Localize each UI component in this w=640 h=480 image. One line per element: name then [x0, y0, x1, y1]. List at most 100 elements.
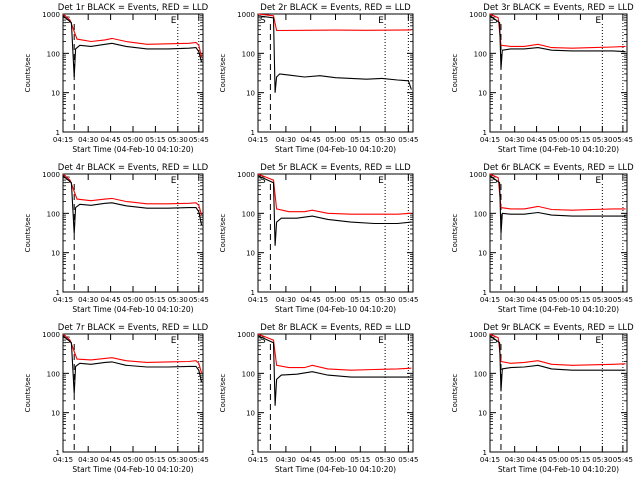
- detector-panel-3: Det 3r BLACK = Events, RED = LLD 1 10 100 10…: [451, 3, 634, 154]
- series-line-events: [257, 335, 412, 406]
- series-line-events: [489, 335, 626, 392]
- panel-title: Det 2r BLACK = Events, RED = LLD: [260, 3, 411, 13]
- start-marker: S: [260, 16, 266, 26]
- x-tick-label: 05:30: [592, 136, 612, 144]
- x-tick-label: 05:15: [350, 456, 370, 464]
- x-tick-label: 05:30: [168, 136, 188, 144]
- x-tick-label: 04:15: [480, 136, 500, 144]
- series-line-events: [62, 335, 203, 394]
- end-marker: E: [595, 176, 601, 186]
- y-tick-label: 1: [483, 129, 487, 137]
- x-tick-label: 05:15: [350, 296, 370, 304]
- detector-panel-7: Det 7r BLACK = Events, RED = LLD 1 10 100 10…: [24, 323, 209, 474]
- x-tick-label: 05:15: [145, 136, 165, 144]
- x-tick-label: 05:00: [123, 296, 143, 304]
- y-tick-label: 1000: [42, 171, 60, 179]
- x-tick-label: 05:00: [548, 296, 568, 304]
- y-tick-label: 100: [474, 50, 487, 58]
- series-line-events: [257, 175, 412, 246]
- panel-title: Det 5r BLACK = Events, RED = LLD: [260, 163, 411, 173]
- x-tick-label: 05:45: [613, 456, 633, 464]
- series-line-events: [489, 175, 626, 234]
- x-tick-label: 04:45: [101, 296, 121, 304]
- end-marker: E: [171, 336, 177, 346]
- x-tick-label: 04:30: [276, 136, 296, 144]
- y-tick-label: 1: [483, 289, 487, 297]
- start-marker: S: [260, 336, 266, 346]
- x-axis-label: Start Time (04-Feb-10 04:10:20): [275, 305, 396, 314]
- x-tick-label: 05:00: [325, 136, 345, 144]
- start-marker: S: [65, 336, 71, 346]
- series-line-events: [62, 175, 203, 234]
- x-tick-label: 04:45: [526, 456, 546, 464]
- x-tick-label: 04:30: [505, 456, 525, 464]
- x-tick-label: 04:30: [78, 136, 98, 144]
- x-tick-label: 05:30: [168, 296, 188, 304]
- plot-frame: [62, 13, 204, 133]
- end-marker: E: [595, 16, 601, 26]
- y-tick-label: 1000: [237, 331, 255, 339]
- y-tick-label: 1: [483, 449, 487, 457]
- series-line-lld: [62, 13, 203, 58]
- x-tick-label: 05:45: [189, 456, 209, 464]
- y-axis-label: Counts/sec: [451, 214, 459, 253]
- y-tick-label: 10: [478, 90, 487, 98]
- x-tick-label: 05:15: [570, 456, 590, 464]
- x-tick-label: 04:45: [101, 136, 121, 144]
- plot-frame: [257, 173, 414, 293]
- panel-title: Det 9r BLACK = Events, RED = LLD: [483, 323, 634, 333]
- x-tick-label: 05:45: [189, 136, 209, 144]
- end-marker: E: [378, 336, 384, 346]
- y-tick-label: 100: [47, 370, 60, 378]
- x-tick-label: 04:15: [480, 456, 500, 464]
- x-tick-label: 05:15: [145, 296, 165, 304]
- end-marker: E: [171, 176, 177, 186]
- y-tick-label: 1000: [42, 11, 60, 19]
- series-line-events: [489, 15, 626, 70]
- series-line-events: [257, 15, 412, 93]
- plot-frame: [489, 13, 628, 133]
- x-tick-label: 05:15: [570, 296, 590, 304]
- x-tick-label: 04:45: [301, 296, 321, 304]
- x-tick-label: 05:15: [145, 456, 165, 464]
- x-tick-label: 04:45: [301, 136, 321, 144]
- x-tick-label: 04:15: [480, 296, 500, 304]
- x-tick-label: 05:00: [123, 456, 143, 464]
- x-axis-label: Start Time (04-Feb-10 04:10:20): [498, 145, 619, 154]
- y-tick-label: 10: [51, 90, 60, 98]
- y-tick-label: 1: [251, 449, 255, 457]
- x-axis-label: Start Time (04-Feb-10 04:10:20): [275, 465, 396, 474]
- x-tick-label: 05:00: [325, 456, 345, 464]
- x-tick-label: 05:00: [325, 296, 345, 304]
- end-marker: E: [171, 16, 177, 26]
- y-tick-label: 1000: [469, 331, 487, 339]
- x-tick-label: 04:45: [526, 296, 546, 304]
- x-tick-label: 04:30: [276, 456, 296, 464]
- x-tick-label: 05:30: [592, 456, 612, 464]
- y-tick-label: 1: [251, 289, 255, 297]
- y-tick-label: 10: [51, 410, 60, 418]
- series-line-events: [62, 15, 203, 78]
- series-line-lld: [489, 173, 626, 211]
- x-tick-label: 05:45: [613, 296, 633, 304]
- plot-frame: [489, 333, 628, 453]
- x-tick-label: 05:45: [398, 456, 418, 464]
- y-axis-label: Counts/sec: [219, 54, 227, 93]
- panel-title: Det 4r BLACK = Events, RED = LLD: [58, 163, 209, 173]
- start-marker: S: [65, 176, 71, 186]
- x-tick-label: 04:30: [505, 296, 525, 304]
- y-tick-label: 100: [474, 370, 487, 378]
- x-tick-label: 05:00: [123, 136, 143, 144]
- y-axis-label: Counts/sec: [24, 54, 32, 93]
- x-tick-label: 05:45: [398, 296, 418, 304]
- series-line-lld: [257, 333, 412, 371]
- x-axis-label: Start Time (04-Feb-10 04:10:20): [72, 305, 193, 314]
- plot-frame: [62, 173, 204, 293]
- x-tick-label: 05:30: [375, 296, 395, 304]
- x-tick-label: 04:15: [53, 296, 73, 304]
- x-tick-label: 04:15: [248, 456, 268, 464]
- x-tick-label: 04:15: [53, 456, 73, 464]
- y-tick-label: 100: [242, 370, 255, 378]
- y-tick-label: 1: [251, 129, 255, 137]
